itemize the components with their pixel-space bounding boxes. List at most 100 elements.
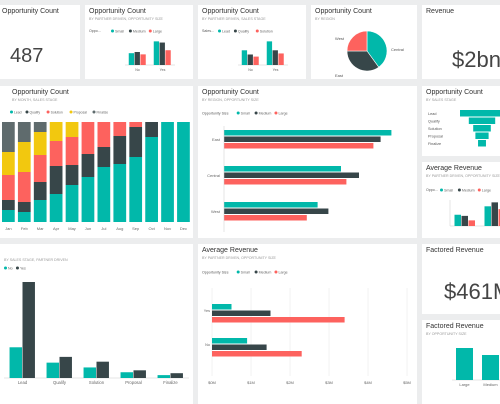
x-tick-label: Lead bbox=[18, 380, 28, 385]
tile-opp-by-partner-size[interactable]: Opportunity Count BY PARTNER DRIVEN, OPP… bbox=[85, 5, 193, 79]
bar-jul-solution bbox=[98, 122, 111, 147]
bar-yes-small bbox=[154, 41, 159, 65]
tile-title: Revenue bbox=[426, 8, 454, 15]
legend-marker-small bbox=[111, 30, 114, 33]
legend-marker-medium bbox=[129, 30, 132, 33]
x-tick-label: $3M bbox=[325, 380, 333, 385]
bar-feb-proposal bbox=[18, 142, 31, 172]
bar-yes-large bbox=[165, 50, 170, 65]
kpi-value: $2bn bbox=[452, 47, 500, 73]
bar-no-medium bbox=[462, 216, 469, 226]
x-tick-label: Jul bbox=[101, 226, 106, 231]
legend-label-large: Large bbox=[482, 189, 491, 193]
bar-east-small bbox=[224, 130, 391, 136]
legend-marker-finalize bbox=[92, 111, 95, 114]
legend-label: Opportunity Size bbox=[202, 112, 229, 116]
bar-east-large bbox=[224, 143, 373, 149]
tile-opportunity-count-kpi[interactable]: Opportunity Count 487 bbox=[0, 5, 80, 79]
legend-marker-small bbox=[237, 271, 240, 274]
bar-proposal-no bbox=[121, 372, 133, 378]
legend-marker-no bbox=[4, 267, 7, 270]
bar-apr-proposal bbox=[50, 122, 63, 141]
bar-proposal-yes bbox=[134, 370, 146, 378]
tile-avg-revenue-big[interactable]: Average Revenue BY PARTNER DRIVEN, OPPOR… bbox=[198, 244, 417, 404]
bar-central-medium bbox=[224, 173, 359, 179]
legend-marker-large bbox=[478, 189, 481, 192]
legend-marker-medium bbox=[255, 112, 258, 115]
tile-revenue-kpi[interactable]: Revenue $2bn bbox=[422, 5, 500, 79]
funnel-bar-proposal bbox=[475, 133, 488, 140]
pie-label-west: West bbox=[335, 36, 345, 41]
bar-yes-medium bbox=[212, 311, 271, 317]
bar-mar-qualify bbox=[34, 182, 47, 200]
bar-qualify-no bbox=[47, 363, 59, 378]
legend-label-yes: Yes bbox=[20, 267, 26, 271]
legend-marker-proposal bbox=[70, 111, 73, 114]
legend-label-medium: Medium bbox=[259, 271, 272, 275]
funnel-bar-finalize bbox=[478, 140, 486, 147]
x-tick-label: May bbox=[68, 226, 76, 231]
legend-marker-small bbox=[237, 112, 240, 115]
tile-opp-by-region-size[interactable]: Opportunity Count BY REGION, OPPORTUNITY… bbox=[198, 86, 417, 238]
tile-factored-revenue-kpi[interactable]: Factored Revenue $461M bbox=[422, 244, 500, 314]
bar-lead-yes bbox=[23, 282, 35, 378]
bar-dec-lead bbox=[177, 122, 190, 222]
bar-large bbox=[456, 348, 473, 380]
bar-central-large bbox=[224, 179, 346, 185]
tile-avg-revenue-small[interactable]: Average Revenue BY PARTNER DRIVEN, OPPOR… bbox=[422, 162, 500, 238]
bar-sep-solution bbox=[129, 122, 142, 127]
bar-aug-solution bbox=[113, 122, 126, 136]
x-tick-label: $1M bbox=[247, 380, 255, 385]
bar-mar-solution bbox=[34, 155, 47, 182]
tile-opp-by-partner-stage[interactable]: Opportunity Count BY PARTNER DRIVEN, SAL… bbox=[198, 5, 306, 79]
bar-feb-finalize bbox=[18, 122, 31, 142]
bar-jan-lead bbox=[2, 210, 15, 222]
bar-yes-small bbox=[212, 304, 232, 310]
x-tick-label: Jun bbox=[85, 226, 91, 231]
tile-factored-revenue-size[interactable]: Factored Revenue BY OPPORTUNITY SIZE Lar… bbox=[422, 320, 500, 404]
tile-opp-by-month-stage[interactable]: Opportunity Count BY MONTH, SALES STAGE … bbox=[0, 86, 193, 238]
bar-feb-qualify bbox=[18, 202, 31, 212]
funnel-label-proposal: Proposal bbox=[428, 135, 443, 139]
bar-finalize-no bbox=[158, 375, 170, 378]
bar-aug-lead bbox=[113, 164, 126, 222]
pie-label-central: Central bbox=[391, 47, 404, 52]
x-tick-label: Proposal bbox=[125, 380, 142, 385]
legend-label-small: Small bbox=[115, 30, 124, 34]
bar-no-small bbox=[129, 53, 134, 65]
legend-label-lead: Lead bbox=[222, 30, 230, 34]
bar-yes-small bbox=[485, 206, 492, 226]
legend-marker-qualify bbox=[25, 111, 28, 114]
bar-feb-lead bbox=[18, 212, 31, 222]
legend-marker-small bbox=[440, 189, 443, 192]
legend-label-large: Large bbox=[153, 30, 162, 34]
x-tick-label: Nov bbox=[164, 226, 171, 231]
bar-east-medium bbox=[224, 137, 381, 143]
legend-title: Oppo... bbox=[89, 29, 101, 33]
legend-marker-large bbox=[274, 112, 277, 115]
bar-may-lead bbox=[66, 185, 79, 222]
legend-label: Opportunity Size bbox=[202, 271, 229, 275]
bar-jan-proposal bbox=[2, 152, 15, 175]
bar-qualify-yes bbox=[60, 357, 72, 378]
bar-west-medium bbox=[224, 209, 328, 215]
legend-label-small: Small bbox=[444, 189, 453, 193]
legend-marker-qualify bbox=[234, 30, 237, 33]
x-tick-label: Large bbox=[459, 382, 470, 387]
kpi-value: 487 bbox=[10, 45, 43, 68]
legend-marker-solution bbox=[47, 111, 50, 114]
x-tick-label: Mar bbox=[37, 226, 45, 231]
x-tick-label: $2M bbox=[286, 380, 294, 385]
bar-jan-solution bbox=[2, 175, 15, 200]
x-tick-label: Oct bbox=[148, 226, 155, 231]
y-tick-label: West bbox=[211, 209, 221, 214]
bar-apr-solution bbox=[50, 141, 63, 166]
legend-marker-yes bbox=[16, 267, 19, 270]
bar-no-solution bbox=[253, 57, 258, 65]
